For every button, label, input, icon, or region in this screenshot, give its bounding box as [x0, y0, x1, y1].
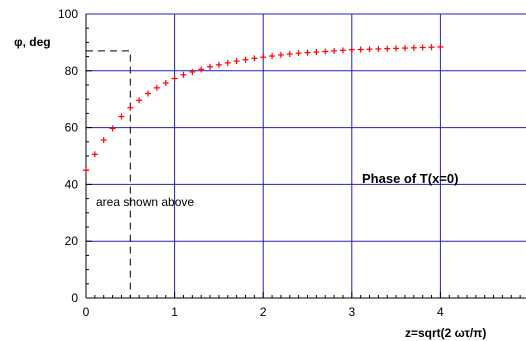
data-point-33 [375, 45, 382, 52]
data-point-25 [304, 49, 311, 56]
data-point-24 [295, 50, 302, 57]
grid-lines [86, 13, 526, 298]
y-tick-labels: 0 20 40 60 80 100 [58, 7, 78, 305]
data-point-11 [180, 71, 187, 78]
data-point-39 [428, 44, 435, 51]
y-tick-label-5: 100 [58, 7, 78, 21]
y-tick-label-0: 0 [71, 291, 78, 305]
data-point-4 [118, 113, 125, 120]
x-tick-label-3: 3 [348, 305, 355, 319]
data-point-18 [242, 56, 249, 63]
data-point-1 [91, 151, 98, 158]
x-tick-label-1: 1 [171, 305, 178, 319]
data-point-5 [127, 104, 134, 111]
x-tick-label-4: 4 [437, 305, 444, 319]
data-point-29 [339, 47, 346, 54]
x-tick-labels: 0 1 2 3 4 [83, 305, 444, 319]
y-tick-label-3: 60 [65, 121, 79, 135]
data-point-26 [313, 49, 320, 56]
y-tick-label-1: 20 [65, 234, 79, 248]
data-point-16 [224, 59, 231, 66]
y-tick-label-4: 80 [65, 64, 79, 78]
data-point-12 [189, 68, 196, 75]
data-point-6 [136, 97, 143, 104]
data-point-36 [401, 45, 408, 52]
y-tick-label-2: 40 [65, 177, 79, 191]
data-point-17 [233, 58, 240, 65]
data-point-20 [260, 54, 267, 61]
x-tick-label-2: 2 [260, 305, 267, 319]
data-point-10 [171, 75, 178, 82]
data-point-22 [277, 51, 284, 58]
data-point-3 [109, 125, 116, 132]
x-tick-label-0: 0 [83, 305, 90, 319]
data-point-31 [357, 46, 364, 53]
data-point-15 [215, 61, 222, 68]
data-point-30 [348, 46, 355, 53]
data-point-7 [145, 90, 152, 97]
data-point-32 [366, 46, 373, 53]
data-point-34 [384, 45, 391, 52]
y-axis-label: φ, deg [14, 35, 51, 49]
data-point-9 [162, 80, 169, 87]
annotation-dashed-line [86, 50, 131, 298]
annotation-text: area shown above [96, 195, 194, 209]
data-point-37 [410, 44, 417, 51]
data-point-0 [83, 167, 89, 174]
chart-title: Phase of T(x=0) [362, 171, 458, 186]
data-point-13 [198, 66, 205, 73]
data-point-40 [437, 43, 444, 50]
data-point-28 [331, 47, 338, 54]
annotation-box [86, 50, 131, 298]
data-point-21 [269, 53, 276, 60]
data-point-38 [419, 44, 426, 51]
data-point-35 [393, 45, 400, 52]
data-point-23 [286, 51, 293, 58]
data-point-19 [251, 55, 258, 62]
data-point-14 [207, 63, 214, 70]
x-axis-label: z=sqrt(2 ωτ/π) [405, 326, 486, 340]
data-point-8 [153, 84, 160, 91]
data-point-27 [322, 48, 329, 55]
axes [85, 14, 526, 299]
data-points [83, 43, 444, 174]
plot-area [86, 14, 526, 298]
data-point-2 [100, 137, 107, 144]
